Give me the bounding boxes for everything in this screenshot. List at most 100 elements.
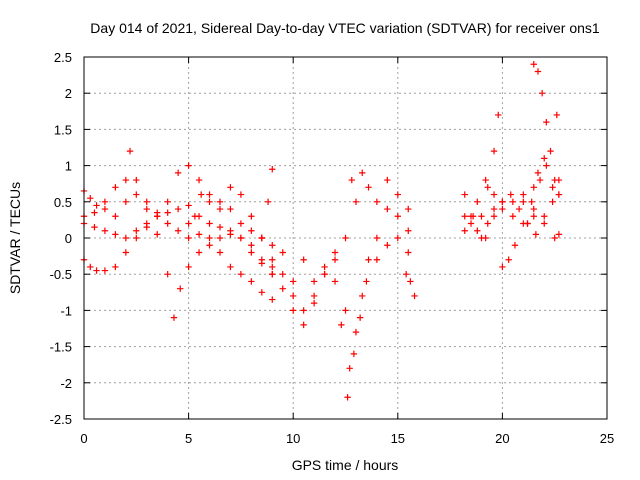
y-tick-label: -0.5 xyxy=(50,267,72,282)
data-point xyxy=(484,220,491,227)
data-point xyxy=(474,198,481,205)
data-point xyxy=(164,209,171,216)
y-tick-label: -2.5 xyxy=(50,412,72,427)
data-point xyxy=(461,213,468,220)
data-point xyxy=(206,191,213,198)
data-point xyxy=(482,176,489,184)
data-point xyxy=(365,184,372,191)
data-point xyxy=(490,213,498,220)
x-tick-label: 10 xyxy=(286,431,300,446)
data-point xyxy=(122,249,130,256)
data-point xyxy=(384,176,391,184)
data-point xyxy=(474,227,481,234)
data-point xyxy=(402,271,410,278)
data-point xyxy=(164,198,171,205)
data-point xyxy=(511,242,519,249)
data-point xyxy=(185,263,192,271)
x-tick-label: 20 xyxy=(495,431,509,446)
data-point xyxy=(541,155,548,162)
data-point xyxy=(237,191,245,198)
data-point xyxy=(101,205,109,213)
data-point xyxy=(359,292,366,300)
series-track-k xyxy=(461,191,563,242)
data-point xyxy=(237,234,245,242)
data-point xyxy=(469,213,477,220)
data-point xyxy=(174,169,182,177)
data-point xyxy=(154,231,161,238)
data-point xyxy=(177,285,184,292)
data-point xyxy=(248,242,255,249)
data-point xyxy=(290,307,297,314)
data-point xyxy=(555,176,563,184)
data-point xyxy=(534,68,542,75)
y-tick-label: -1.5 xyxy=(50,340,72,355)
data-point xyxy=(216,234,224,242)
data-point xyxy=(112,231,119,238)
data-point xyxy=(524,220,531,227)
data-point xyxy=(195,249,203,256)
series-track-m xyxy=(478,111,502,220)
data-point xyxy=(310,292,318,300)
data-point xyxy=(509,213,517,220)
series-track-l xyxy=(461,176,563,242)
data-point xyxy=(248,278,255,285)
data-point xyxy=(405,249,412,256)
chart-title: Day 014 of 2021, Sidereal Day-to-day VTE… xyxy=(90,20,600,36)
data-point xyxy=(373,256,381,263)
data-point xyxy=(269,242,276,249)
data-point xyxy=(206,198,213,205)
data-point xyxy=(227,227,234,234)
data-point xyxy=(515,205,523,213)
series-track-p xyxy=(524,162,563,227)
data-point xyxy=(543,162,550,169)
data-point xyxy=(495,111,502,119)
data-point xyxy=(543,118,550,126)
data-point xyxy=(532,231,540,238)
data-point xyxy=(143,198,150,205)
data-point xyxy=(154,213,161,220)
data-point xyxy=(164,271,171,278)
data-point xyxy=(534,169,542,177)
data-point xyxy=(191,213,199,220)
data-point xyxy=(530,61,537,68)
data-point xyxy=(549,198,556,205)
data-point xyxy=(342,234,349,242)
data-point xyxy=(93,202,100,209)
data-point xyxy=(411,292,418,300)
data-point xyxy=(490,205,498,213)
data-point xyxy=(143,223,150,231)
axis-ticks xyxy=(83,56,608,420)
data-point xyxy=(279,249,286,256)
data-point xyxy=(91,209,98,216)
x-tick-labels: 0 5 10 15 20 25 xyxy=(80,431,614,446)
data-point xyxy=(206,234,213,242)
data-point xyxy=(538,90,546,97)
y-tick-label: -2 xyxy=(60,376,72,391)
data-point xyxy=(197,191,205,198)
data-point xyxy=(520,191,527,198)
data-point xyxy=(143,205,150,213)
data-point xyxy=(321,263,328,271)
data-point xyxy=(384,205,391,213)
x-tick-label: 0 xyxy=(80,431,87,446)
data-point xyxy=(310,299,318,307)
y-tick-label: -1 xyxy=(60,303,72,318)
x-axis-label: GPS time / hours xyxy=(292,457,399,473)
series-track-g xyxy=(269,169,412,300)
data-point xyxy=(551,234,558,242)
data-point xyxy=(346,365,353,372)
data-point xyxy=(206,242,213,249)
data-point xyxy=(248,227,255,234)
data-point xyxy=(536,176,544,184)
data-point xyxy=(133,234,140,242)
data-point xyxy=(352,328,360,336)
data-point xyxy=(269,271,276,278)
data-point xyxy=(338,321,345,329)
data-point xyxy=(185,202,192,209)
data-point xyxy=(363,278,370,285)
y-tick-label: 2 xyxy=(65,86,72,101)
data-point xyxy=(499,205,506,213)
series-track-e xyxy=(185,166,276,242)
data-point xyxy=(507,191,514,198)
data-point xyxy=(133,227,140,234)
